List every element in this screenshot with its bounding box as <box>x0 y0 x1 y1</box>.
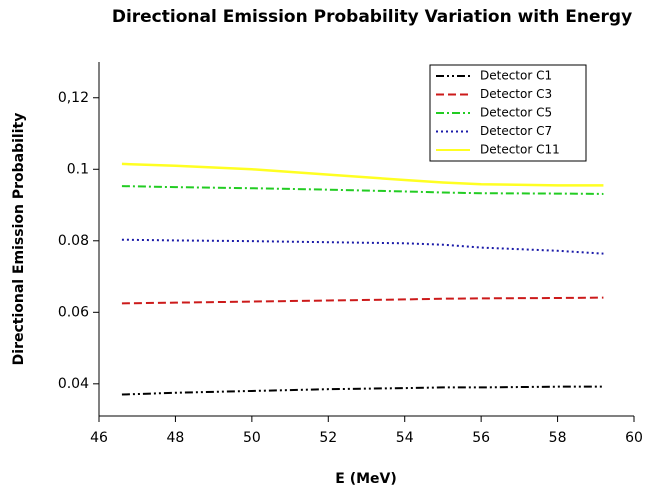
series-line <box>121 296 604 305</box>
y-tick-label: 0.06 <box>58 304 89 320</box>
chart-title: Directional Emission Probability Variati… <box>111 7 633 27</box>
legend-label: Detector C5 <box>480 106 552 120</box>
y-tick-label: 0,12 <box>58 90 89 106</box>
x-axis-label: E (MeV) <box>335 471 397 487</box>
legend-label: Detector C3 <box>480 87 552 101</box>
y-tick-label: 0.08 <box>58 233 89 249</box>
x-tick-label: 56 <box>472 430 490 446</box>
legend-label: Detector C11 <box>480 143 560 157</box>
legend-label: Detector C1 <box>480 69 552 83</box>
series-line <box>121 385 604 396</box>
x-tick-label: 48 <box>167 430 185 446</box>
x-tick-label: 46 <box>90 430 108 446</box>
series-line <box>121 185 604 195</box>
x-tick-label: 52 <box>319 430 337 446</box>
series-line <box>121 162 604 187</box>
y-tick-label: 0.04 <box>58 376 89 392</box>
legend-label: Detector C7 <box>480 124 552 138</box>
x-tick-label: 54 <box>396 430 414 446</box>
y-tick-label: 0.1 <box>67 161 89 177</box>
series-line <box>121 238 604 255</box>
y-axis-label: Directional Emission Probability <box>11 113 27 366</box>
x-tick-label: 58 <box>549 430 567 446</box>
x-tick-label: 60 <box>625 430 643 446</box>
x-tick-label: 50 <box>243 430 261 446</box>
